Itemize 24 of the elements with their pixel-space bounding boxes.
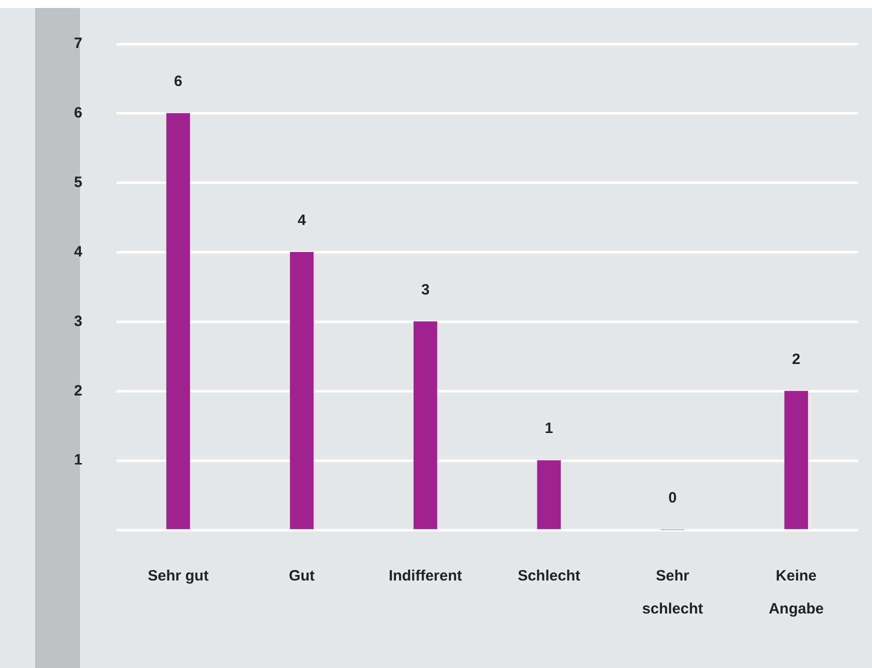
data-label: 4 xyxy=(298,212,307,229)
data-label: 1 xyxy=(544,420,554,438)
x-tick-label: Gut xyxy=(288,568,315,585)
y-tick-label: 6 xyxy=(74,104,82,122)
y-tick-label: 4 xyxy=(74,243,83,260)
y-tick-label: 5 xyxy=(74,174,82,191)
bar xyxy=(414,321,438,530)
bar xyxy=(784,390,808,530)
data-label: 6 xyxy=(174,73,182,90)
data-label: 2 xyxy=(792,350,800,368)
x-tick-label: Keine Angabe xyxy=(768,568,824,618)
bar xyxy=(166,113,190,530)
data-label: 3 xyxy=(421,281,430,298)
y-tick-label: 1 xyxy=(74,452,82,469)
data-label: 0 xyxy=(668,490,677,507)
x-tick-label: Sehr gut xyxy=(148,568,209,585)
x-tick-label: Schlecht xyxy=(518,568,580,585)
bar xyxy=(290,252,314,530)
y-tick-label: 3 xyxy=(74,312,82,330)
x-tick-label: Indifferent xyxy=(388,568,462,585)
x-tick-label: Sehr schlecht xyxy=(642,568,704,618)
y-tick-label: 2 xyxy=(74,382,82,400)
y-tick-label: 7 xyxy=(74,35,82,52)
bar xyxy=(537,460,561,530)
